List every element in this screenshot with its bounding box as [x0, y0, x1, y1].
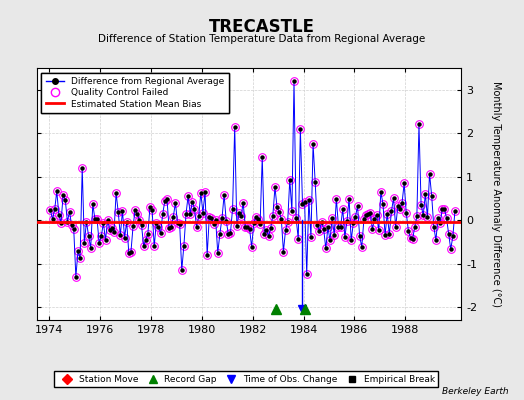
Text: TRECASTLE: TRECASTLE — [209, 18, 315, 36]
Legend: Difference from Regional Average, Quality Control Failed, Estimated Station Mean: Difference from Regional Average, Qualit… — [41, 72, 229, 113]
Y-axis label: Monthly Temperature Anomaly Difference (°C): Monthly Temperature Anomaly Difference (… — [491, 81, 501, 307]
Legend: Station Move, Record Gap, Time of Obs. Change, Empirical Break: Station Move, Record Gap, Time of Obs. C… — [54, 371, 438, 388]
Text: Berkeley Earth: Berkeley Earth — [442, 387, 508, 396]
Text: Difference of Station Temperature Data from Regional Average: Difference of Station Temperature Data f… — [99, 34, 425, 44]
